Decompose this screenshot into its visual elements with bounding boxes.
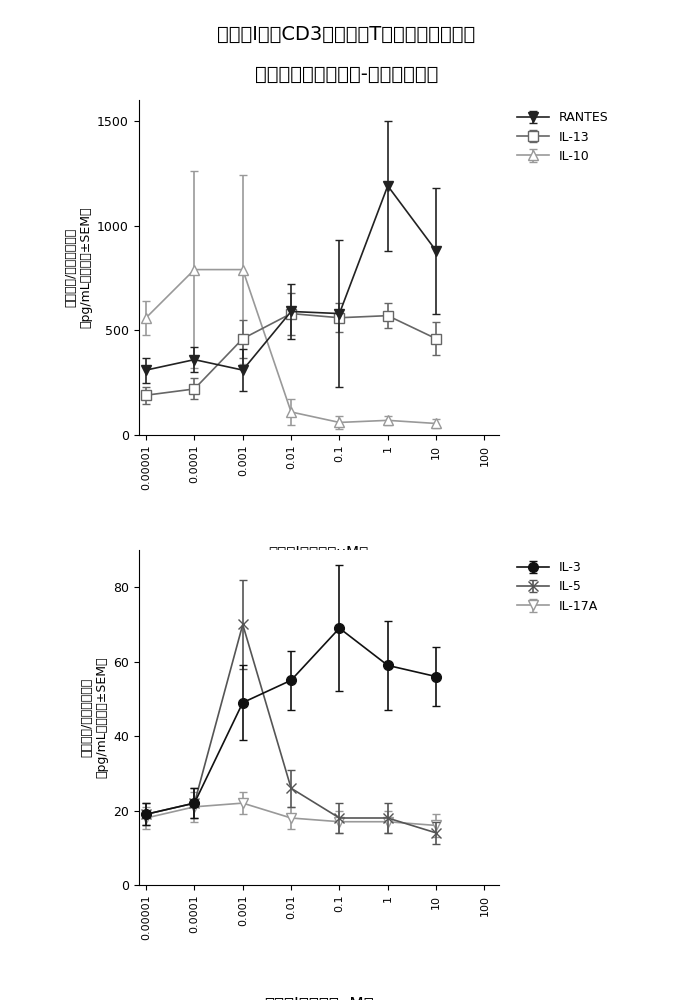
Legend: RANTES, IL-13, IL-10: RANTES, IL-13, IL-10	[512, 106, 613, 168]
Legend: IL-3, IL-5, IL-17A: IL-3, IL-5, IL-17A	[512, 556, 603, 618]
X-axis label: 化合物I的浓度（μM）: 化合物I的浓度（μM）	[264, 996, 374, 1000]
Y-axis label: 细胞因子/趋化因子生产
（pg/mL，平均值±SEM）: 细胞因子/趋化因子生产 （pg/mL，平均值±SEM）	[80, 657, 109, 778]
Y-axis label: 细胞因子/趋化因子生产
（pg/mL，平均值±SEM）: 细胞因子/趋化因子生产 （pg/mL，平均值±SEM）	[65, 207, 93, 328]
Text: 趋化因子生产的影响-生产的绝对量: 趋化因子生产的影响-生产的绝对量	[255, 65, 438, 84]
X-axis label: 化合物I的浓度（μM）: 化合物I的浓度（μM）	[269, 546, 369, 561]
Text: 化合物I对抗CD3刺激的人T细胞中细胞因子和: 化合物I对抗CD3刺激的人T细胞中细胞因子和	[218, 25, 475, 44]
